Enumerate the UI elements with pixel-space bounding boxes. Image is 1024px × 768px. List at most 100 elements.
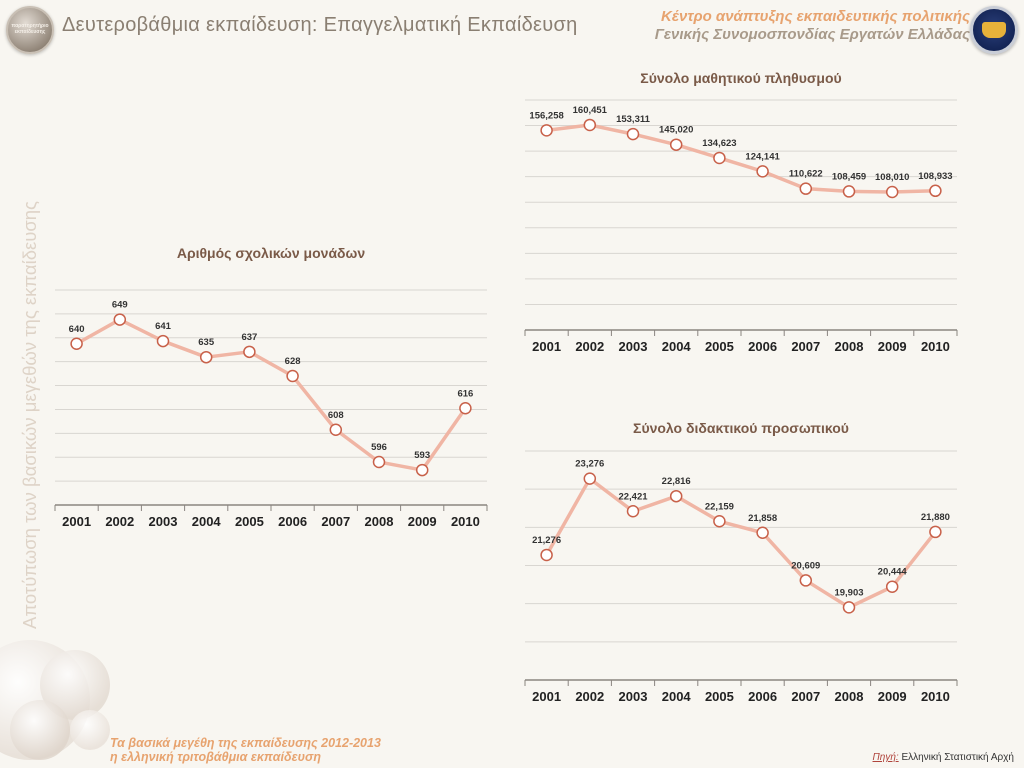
data-label: 23,276 — [575, 459, 604, 470]
data-label: 19,903 — [834, 587, 863, 598]
x-tick-label: 2007 — [321, 514, 350, 529]
source-text: Ελληνική Στατιστική Αρχή — [901, 752, 1014, 763]
data-label: 608 — [328, 410, 344, 421]
series-line — [545, 476, 937, 610]
data-label: 22,816 — [662, 476, 691, 487]
data-point — [626, 127, 640, 141]
data-point — [372, 455, 386, 469]
data-point — [713, 151, 726, 165]
footer-line-2: η ελληνική τριτοβάθμια εκπαίδευση — [110, 750, 321, 764]
data-point — [929, 525, 942, 539]
data-label: 20,609 — [791, 560, 820, 571]
data-point — [669, 138, 683, 151]
data-point — [799, 182, 813, 195]
data-point — [929, 184, 942, 198]
x-tick-label: 2006 — [748, 689, 777, 704]
data-label: 628 — [285, 356, 301, 367]
data-label: 156,258 — [529, 110, 563, 121]
data-label: 616 — [457, 388, 473, 399]
data-point — [756, 165, 769, 178]
x-tick-label: 2010 — [921, 689, 950, 704]
x-tick-label: 2007 — [791, 339, 820, 354]
decorative-bubble — [10, 700, 70, 760]
x-tick-label: 2001 — [532, 339, 561, 354]
data-point — [842, 601, 856, 614]
x-tick-label: 2002 — [105, 514, 134, 529]
source-label: Πηγή — [872, 752, 896, 763]
decorative-bubble — [70, 710, 110, 750]
data-point — [415, 463, 429, 477]
data-label: 22,159 — [705, 501, 734, 512]
data-point — [583, 472, 597, 485]
x-tick-label: 2005 — [705, 689, 734, 704]
x-tick-label: 2009 — [408, 514, 437, 529]
footer-text: Τα βασικά μεγέθη της εκπαίδευσης 2012-20… — [110, 736, 381, 764]
data-label: 108,010 — [875, 172, 909, 183]
data-point — [756, 526, 769, 540]
logo-text: παρατηρητήριο εκπαίδευσης — [11, 23, 49, 35]
data-point — [583, 118, 597, 132]
x-tick-label: 2009 — [878, 339, 907, 354]
data-point — [540, 124, 553, 137]
data-label: 110,622 — [789, 169, 823, 180]
data-label: 153,311 — [616, 114, 651, 125]
footer-line-1: Τα βασικά μεγέθη της εκπαίδευσης 2012-20… — [110, 736, 381, 750]
x-tick-label: 2010 — [451, 514, 480, 529]
data-label: 593 — [414, 450, 430, 461]
side-title: Αποτύπωση των βασικών μεγεθών της εκπαίδ… — [19, 201, 40, 629]
data-point — [842, 185, 856, 198]
chart-schools: Αριθμός σχολικών μονάδων 2001 2002 2003 2004… — [54, 245, 488, 529]
x-tick-label: 2001 — [532, 689, 561, 704]
data-label: 649 — [112, 300, 128, 311]
data-label: 134,623 — [702, 138, 736, 149]
data-point — [329, 423, 343, 436]
data-point — [669, 489, 683, 503]
data-point — [885, 580, 899, 593]
data-label: 641 — [155, 321, 172, 332]
chart-students: Σύνολο μαθητικού πληθυσμού 2001 2002 2003 20… — [524, 70, 958, 354]
x-tick-label: 2004 — [662, 689, 692, 704]
data-point — [885, 185, 899, 199]
x-tick-label: 2001 — [62, 514, 91, 529]
page-title: Δευτεροβάθμια εκπαίδευση: Επαγγελματική … — [62, 14, 578, 36]
data-point — [286, 369, 299, 383]
x-tick-label: 2006 — [748, 339, 777, 354]
x-tick-label: 2005 — [235, 514, 264, 529]
data-label: 160,451 — [573, 105, 608, 116]
x-tick-label: 2003 — [619, 689, 648, 704]
gsee-logo — [970, 6, 1018, 54]
series-line — [75, 317, 467, 472]
chart-title: Σύνολο διδακτικού προσωπικού — [633, 420, 849, 436]
x-tick-label: 2003 — [149, 514, 178, 529]
series-line — [546, 123, 936, 194]
x-tick-label: 2006 — [278, 514, 307, 529]
x-tick-label: 2003 — [619, 339, 648, 354]
data-label: 21,276 — [532, 535, 561, 546]
data-point — [540, 548, 553, 562]
x-tick-label: 2007 — [791, 689, 820, 704]
data-point — [243, 345, 256, 359]
org-line-2: Γενικής Συνομοσπονδίας Εργατών Ελλάδας — [654, 26, 970, 43]
x-tick-label: 2008 — [835, 689, 864, 704]
data-point — [199, 350, 213, 364]
x-tick-label: 2002 — [575, 339, 604, 354]
data-label: 22,421 — [618, 491, 648, 502]
data-label: 637 — [241, 332, 257, 343]
data-point — [113, 313, 127, 326]
data-label: 108,933 — [918, 171, 952, 182]
chart-teachers: Σύνολο διδακτικού προσωπικού 2001 2002 2003… — [524, 420, 958, 704]
x-tick-label: 2008 — [835, 339, 864, 354]
data-label: 635 — [198, 337, 215, 348]
data-label: 21,880 — [921, 512, 950, 523]
data-label: 596 — [371, 442, 387, 453]
x-tick-label: 2010 — [921, 339, 950, 354]
data-label: 20,444 — [878, 567, 908, 578]
data-label: 21,858 — [748, 513, 777, 524]
x-tick-label: 2004 — [192, 514, 222, 529]
chart-title: Σύνολο μαθητικού πληθυσμού — [640, 70, 841, 86]
x-tick-label: 2004 — [662, 339, 692, 354]
book-icon — [982, 22, 1006, 38]
data-point — [156, 334, 170, 348]
organization-name: Κέντρο ανάπτυξης εκπαιδευτικής πολιτικής… — [655, 8, 970, 44]
data-label: 124,141 — [745, 151, 780, 162]
